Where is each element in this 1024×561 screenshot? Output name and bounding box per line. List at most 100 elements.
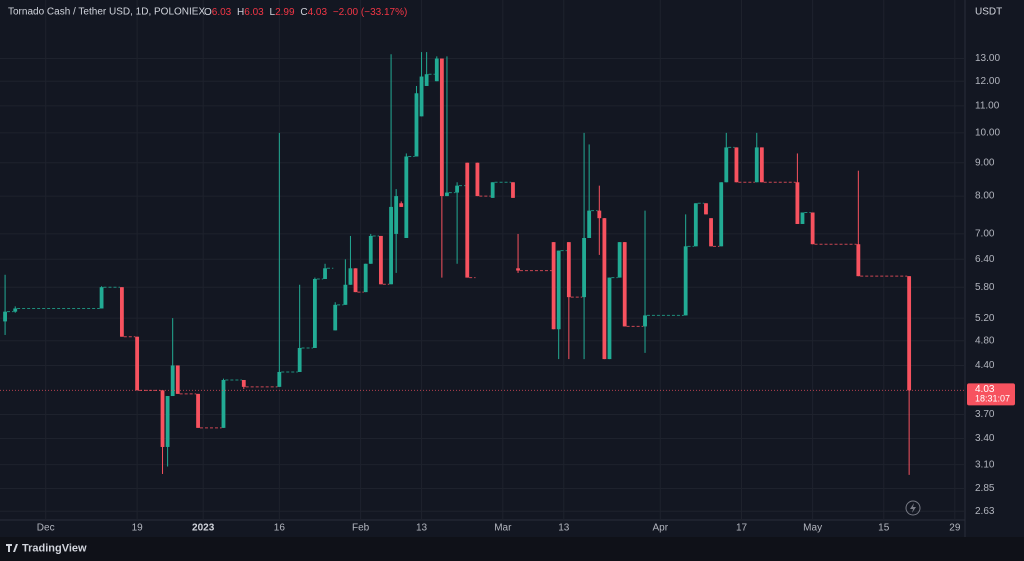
- candle-body: [907, 276, 912, 391]
- candle-body: [587, 210, 592, 238]
- candle-body: [241, 379, 246, 387]
- tradingview-logo: TradingView: [6, 542, 87, 554]
- candle-body: [607, 277, 612, 360]
- x-tick-label: Mar: [494, 523, 512, 534]
- candle-body: [551, 242, 556, 330]
- candle-body: [196, 393, 200, 428]
- ohlc-legend: O6.03 H6.03 L2.99 C4.03 −2.00 (−33.17%): [204, 7, 407, 18]
- candle-body: [353, 268, 358, 293]
- candle-body: [704, 203, 708, 215]
- candle-body: [719, 182, 724, 247]
- x-tick-label: 13: [416, 523, 428, 534]
- change: −2.00 (−33.17%): [333, 7, 408, 18]
- currency: USDT: [975, 7, 1002, 18]
- chart-title: Tornado Cash / Tether USD, 1D, POLONIEX: [8, 7, 205, 18]
- y-tick-label: 12.00: [975, 76, 1000, 87]
- candle-body: [643, 315, 647, 327]
- candle-body: [795, 182, 800, 224]
- candle-body: [165, 396, 170, 447]
- candle-body: [3, 311, 7, 322]
- candle-body: [810, 212, 815, 245]
- candle-body: [399, 203, 404, 207]
- x-tick-label: Dec: [37, 523, 55, 534]
- candles: [0, 52, 965, 475]
- y-tick-label: 4.40: [975, 360, 995, 371]
- labels: 2.63 2.85 3.10 3.40 3.70 4.40 4.80 5.20 5.80 6.40…: [37, 53, 1015, 534]
- candle-body: [582, 237, 586, 298]
- candle-body: [683, 246, 688, 316]
- legend-label: H: [237, 7, 244, 18]
- x-tick-label: Apr: [652, 523, 668, 534]
- y-tick-label: 3.10: [975, 459, 995, 470]
- icon-bolt[interactable]: [910, 503, 916, 513]
- candle-body: [602, 218, 607, 360]
- candle-body: [175, 365, 180, 394]
- x-tick-label: Feb: [352, 523, 370, 534]
- candle-body: [434, 58, 439, 82]
- x-tick-label: 15: [878, 523, 890, 534]
- x-tick-label: 19: [132, 523, 144, 534]
- legend-value: 6.03: [244, 7, 264, 18]
- candle-body: [455, 185, 460, 193]
- y-tick-label: 4.80: [975, 335, 995, 346]
- candle-body: [724, 147, 729, 183]
- legend-label: C: [300, 7, 307, 18]
- footer-bar: [0, 537, 1024, 561]
- candle-body: [379, 235, 383, 285]
- candle-body: [856, 244, 861, 277]
- candle-body: [312, 279, 317, 348]
- candle-body: [445, 192, 449, 197]
- candle-body: [99, 287, 104, 309]
- candle-body: [734, 147, 739, 183]
- legend-label: O: [204, 7, 212, 18]
- y-tick-label: 9.00: [975, 157, 995, 168]
- candle-body: [363, 263, 368, 293]
- y-tick-label: 2.85: [975, 483, 995, 494]
- candle-body: [424, 74, 429, 86]
- candle-body: [419, 76, 424, 117]
- x-tick-label: 2023: [192, 523, 215, 534]
- candle-body: [759, 147, 764, 183]
- flash-icon[interactable]: [905, 500, 921, 516]
- y-tick-label: 2.63: [975, 506, 995, 517]
- y-tick-label: 5.20: [975, 313, 995, 324]
- candle-body: [556, 250, 561, 330]
- y-tick-label: 3.40: [975, 433, 995, 444]
- candle-body: [404, 156, 409, 238]
- x-tick-label: 17: [736, 523, 748, 534]
- candle-body: [221, 379, 226, 428]
- y-tick-label: 7.00: [975, 229, 995, 240]
- candle-body: [439, 58, 444, 197]
- candle-body: [160, 390, 165, 447]
- x-tick-label: May: [803, 523, 822, 534]
- candle-body: [490, 182, 495, 198]
- candle-body: [343, 284, 348, 305]
- candle-body: [622, 242, 627, 327]
- y-tick-label: 10.00: [975, 128, 1000, 139]
- legend-value: 2.99: [275, 7, 295, 18]
- footer-brand: TradingView: [22, 542, 87, 554]
- last-price-label: 4.03: [975, 384, 995, 395]
- candle-body: [511, 182, 515, 198]
- candle-body: [13, 308, 18, 312]
- icon-circle[interactable]: [905, 500, 921, 516]
- candle-body: [135, 336, 140, 391]
- candle-body: [297, 347, 302, 372]
- legend-value: 6.03: [212, 7, 232, 18]
- y-tick-label: 6.40: [975, 254, 995, 265]
- y-tick-label: 8.00: [975, 191, 995, 202]
- x-tick-label: 29: [949, 523, 961, 534]
- candle-body: [119, 287, 124, 337]
- legend-value: 4.03: [308, 7, 328, 18]
- candle-body: [566, 242, 571, 298]
- candle-body: [475, 162, 480, 197]
- y-tick-label: 11.00: [975, 101, 1000, 112]
- x-tick-label: 16: [274, 523, 286, 534]
- candle-body: [333, 304, 338, 331]
- candle-body: [754, 147, 759, 183]
- candle-body: [800, 212, 805, 224]
- candle-body: [323, 268, 327, 280]
- x-tick-label: 13: [558, 523, 570, 534]
